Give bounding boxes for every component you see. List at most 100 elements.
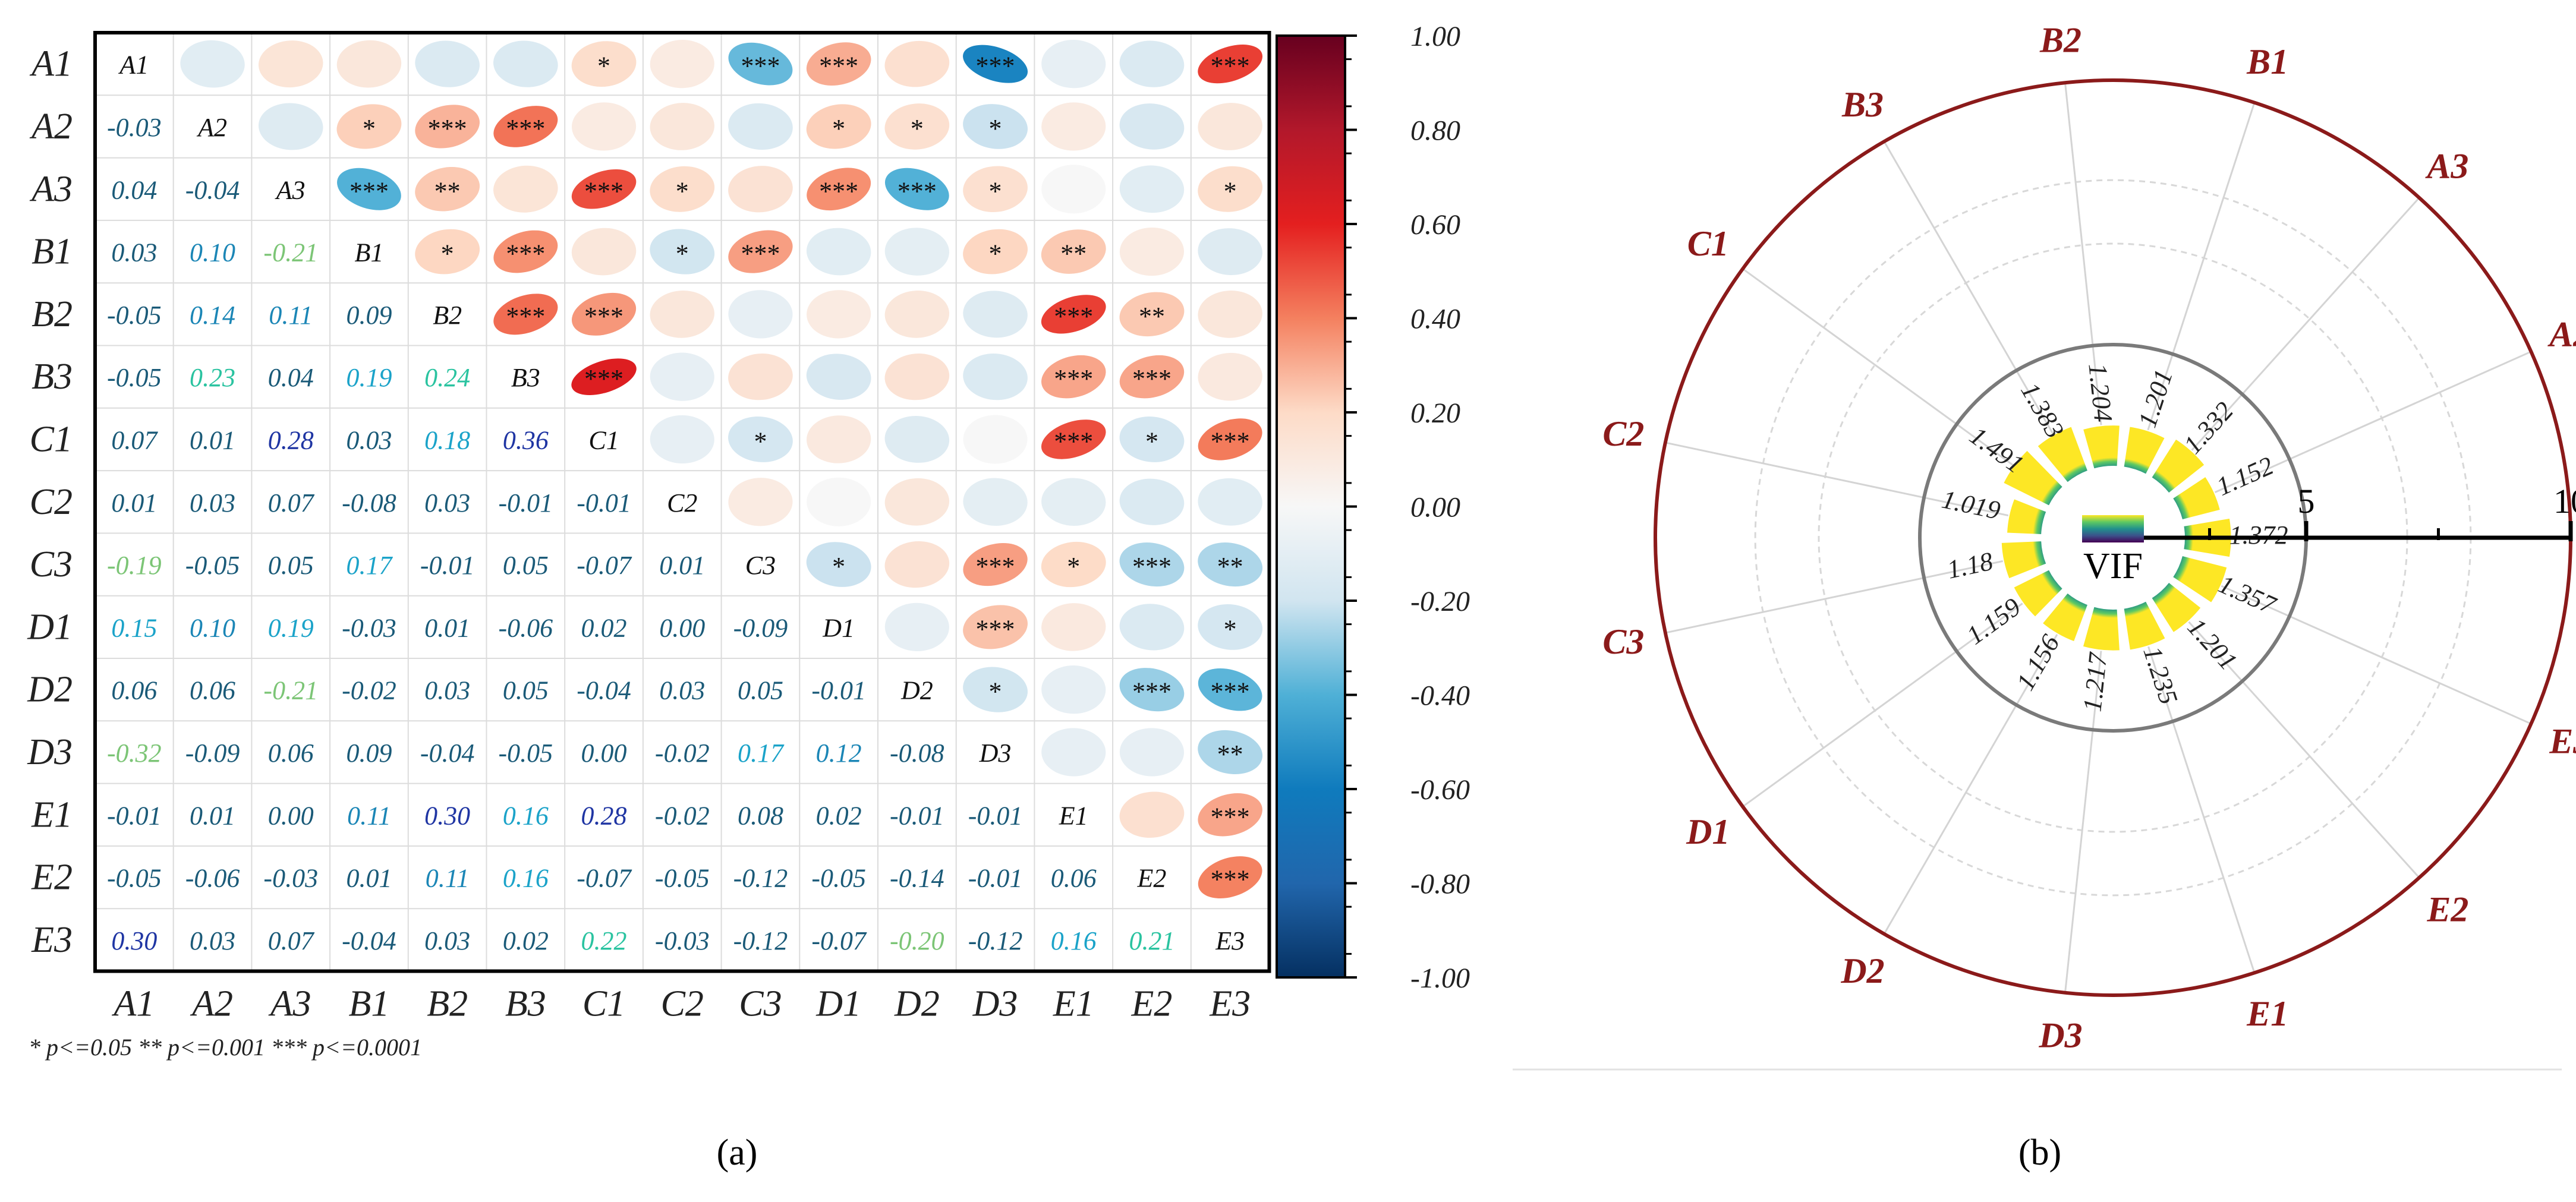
colorbar: 1.00 0.80 0.60 0.40 0.20 0.00 -0.20 -0.40 -0.60 -… xyxy=(1276,21,1470,994)
correlation-value: 0.01 xyxy=(111,488,157,518)
significance-stars: ** xyxy=(1139,302,1165,331)
correlation-ellipse xyxy=(1119,728,1185,777)
polar-variable-label: D1 xyxy=(1686,812,1730,851)
significance-stars: *** xyxy=(584,302,623,331)
row-label: E3 xyxy=(31,920,73,960)
correlation-ellipse xyxy=(650,229,715,275)
significance-stars: * xyxy=(989,677,1002,706)
significance-stars: ** xyxy=(1217,740,1243,769)
diagonal-label: D2 xyxy=(900,676,933,705)
correlation-ellipse xyxy=(1198,793,1262,837)
significance-stars: *** xyxy=(584,176,623,206)
correlation-value: 0.09 xyxy=(346,301,392,330)
correlation-ellipse xyxy=(493,40,558,87)
column-label: B2 xyxy=(427,984,468,1024)
correlation-ellipse xyxy=(1041,541,1106,588)
significance-stars: *** xyxy=(741,239,780,269)
radial-axis: 5 10 xyxy=(2113,482,2576,541)
diagonal-label: B1 xyxy=(355,238,384,267)
spoke-line xyxy=(2134,102,2256,471)
correlation-value: 0.24 xyxy=(424,363,470,392)
polar-variable-label: C1 xyxy=(1687,224,1729,263)
spoke-line xyxy=(1883,599,2079,935)
spoke-line xyxy=(1883,141,2079,477)
diagonal-label: A1 xyxy=(118,51,149,80)
correlation-value: -0.01 xyxy=(420,551,475,580)
correlation-ellipse xyxy=(884,415,950,463)
correlation-ellipse xyxy=(884,40,950,87)
significance-stars: * xyxy=(989,114,1002,143)
correlation-value: -0.01 xyxy=(107,801,162,830)
column-labels: A1 A2 A3 B1 B2 B3 C1 C2 C3 D1 D2 D3 E1 E2 E3 xyxy=(111,984,1251,1024)
correlation-value: -0.09 xyxy=(733,613,788,642)
correlation-ellipse xyxy=(1198,166,1263,212)
correlation-value: 0.14 xyxy=(190,301,235,330)
correlation-value: 0.07 xyxy=(268,488,315,518)
significance-stars: *** xyxy=(1132,364,1172,393)
correlation-value: -0.02 xyxy=(342,676,396,705)
correlation-ellipse xyxy=(963,229,1028,275)
correlation-value: -0.06 xyxy=(185,864,240,893)
correlation-value: 0.11 xyxy=(347,801,391,830)
correlation-ellipse xyxy=(1198,291,1262,338)
correlation-value: -0.21 xyxy=(263,238,318,267)
correlation-value: 0.03 xyxy=(190,926,235,955)
spoke-line xyxy=(2134,605,2256,973)
correlation-value: 0.30 xyxy=(111,926,157,955)
correlation-value: 0.03 xyxy=(659,676,705,705)
correlation-value: 0.03 xyxy=(424,676,470,705)
row-label: D1 xyxy=(27,607,73,647)
matrix-cells: A1 * *** *** *** ***-0.03 A2 * *** *** * * *0.04 -0.0… xyxy=(107,40,1263,955)
correlation-value: 0.16 xyxy=(503,864,549,893)
significance-stars: * xyxy=(911,114,924,143)
significance-note: * p<=0.05 ** p<=0.001 *** p<=0.0001 xyxy=(29,1034,422,1061)
diagonal-label: C3 xyxy=(745,551,776,580)
correlation-value: -0.02 xyxy=(655,801,710,830)
correlation-ellipse xyxy=(493,106,558,147)
spoke-line xyxy=(2160,197,2420,485)
diagonal-label: E2 xyxy=(1137,864,1167,893)
correlation-ellipse xyxy=(1041,40,1106,89)
correlation-value: 0.00 xyxy=(268,801,314,830)
column-label: D2 xyxy=(894,984,940,1024)
correlation-ellipse xyxy=(806,354,871,400)
diagonal-label: C2 xyxy=(667,488,697,518)
correlation-value: -0.01 xyxy=(968,801,1023,830)
correlation-value: -0.03 xyxy=(342,613,396,642)
correlation-ellipse xyxy=(1041,728,1106,777)
correlation-ellipse xyxy=(1119,668,1185,712)
significance-stars: ** xyxy=(1060,239,1087,269)
row-label: B3 xyxy=(32,357,73,397)
spoke-line xyxy=(1665,441,2043,524)
colorbar-tick-label: 0.60 xyxy=(1410,209,1460,241)
correlation-value: 0.17 xyxy=(738,739,785,768)
correlation-ellipse xyxy=(1198,103,1262,150)
correlation-value: -0.12 xyxy=(733,926,788,955)
correlation-ellipse xyxy=(807,290,871,339)
correlation-value: 0.16 xyxy=(503,801,549,830)
spoke-line xyxy=(2178,566,2532,725)
correlation-value: -0.07 xyxy=(577,551,632,580)
correlation-ellipse xyxy=(650,415,714,464)
correlation-value: 0.16 xyxy=(1051,926,1097,955)
diagonal-label: E3 xyxy=(1215,926,1245,955)
correlation-value: -0.08 xyxy=(342,488,396,518)
correlation-value: -0.07 xyxy=(577,864,632,893)
correlation-ellipse xyxy=(1119,791,1185,838)
correlation-ellipse xyxy=(337,168,401,210)
correlation-ellipse xyxy=(1198,45,1263,84)
correlation-value: 0.07 xyxy=(268,926,315,955)
correlation-ellipse xyxy=(571,358,637,395)
correlation-ellipse xyxy=(571,41,637,87)
diagonal-label: B2 xyxy=(433,301,462,330)
correlation-value: -0.01 xyxy=(890,801,944,830)
correlation-ellipse xyxy=(650,103,714,150)
correlation-value: 0.03 xyxy=(111,238,157,267)
polar-variable-label: C3 xyxy=(1602,622,1644,661)
correlation-ellipse xyxy=(493,294,558,335)
correlation-ellipse xyxy=(1198,542,1263,587)
correlation-value: -0.14 xyxy=(890,864,944,893)
correlation-value: 0.11 xyxy=(269,301,313,330)
correlation-value: 0.03 xyxy=(346,425,392,455)
polar-variable-label: C2 xyxy=(1602,414,1644,453)
